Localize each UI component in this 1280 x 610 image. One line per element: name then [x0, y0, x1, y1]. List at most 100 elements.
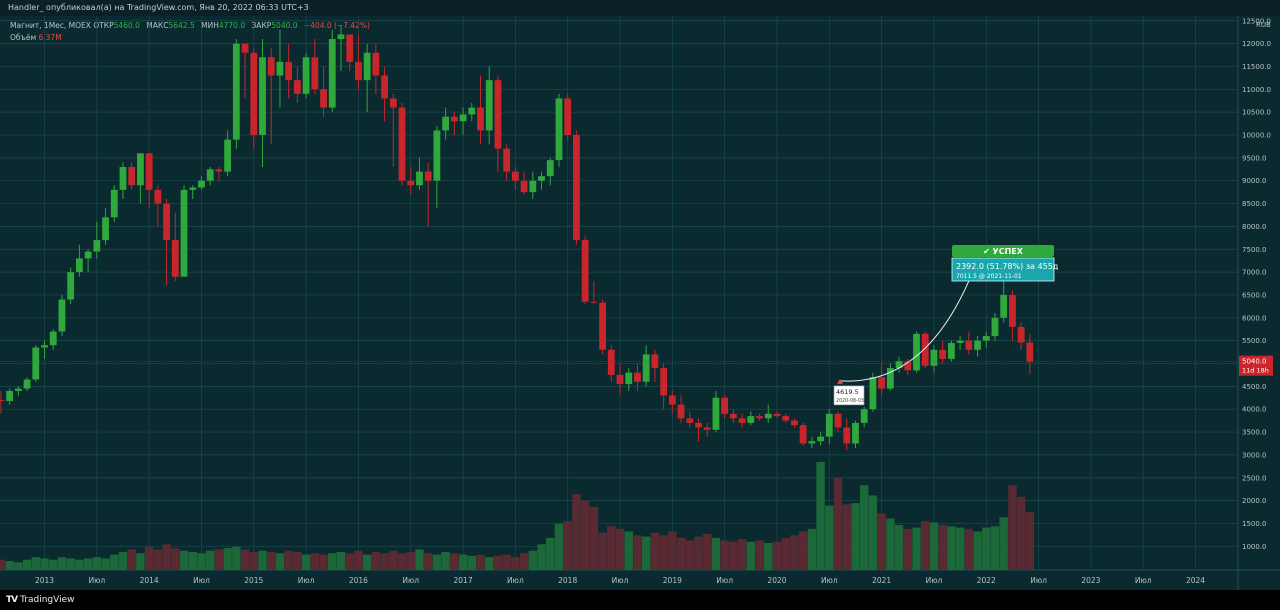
volume-bar [493, 555, 503, 570]
candle [939, 340, 947, 364]
candle-body [703, 427, 711, 430]
candle-body [494, 80, 502, 149]
candle [67, 267, 75, 305]
volume-bar [389, 550, 398, 570]
candle-body [686, 418, 694, 423]
volume-bar [668, 531, 677, 570]
candle [320, 66, 327, 117]
volume-bar [999, 517, 1008, 570]
candle-body [416, 171, 423, 186]
x-tick-label: 2022 [977, 576, 996, 585]
volume-bar [258, 550, 267, 570]
candle [607, 345, 615, 382]
x-tick-label: Июл [612, 576, 629, 585]
price-chart[interactable]: 4619.5 2020-08-03 ✔ УСПЕХ 2392.0 (51.78%) з… [0, 16, 1280, 590]
result-text: 2392.0 (51.78%) за 455д [956, 262, 1059, 271]
candle-body [947, 342, 955, 359]
volume-bar [554, 523, 564, 570]
candle [346, 34, 354, 72]
volume-bar [171, 548, 180, 570]
candle [843, 418, 851, 451]
last-price-countdown: 11d 18h [1242, 367, 1269, 375]
candle [947, 340, 955, 362]
y-tick-label: 8000.0 [1242, 223, 1267, 231]
candle-body [738, 418, 746, 423]
candle [128, 162, 136, 190]
volume-bar [781, 537, 790, 570]
candle-body [974, 340, 981, 350]
symbol-name[interactable]: Магнит, 1Мес, MOEX [10, 21, 91, 30]
volume-bar [903, 528, 912, 570]
candle [302, 52, 310, 99]
volume-bar [232, 546, 241, 570]
volume-bar [1008, 485, 1017, 570]
candle-body [956, 340, 964, 343]
y-tick-label: 10500.0 [1242, 109, 1271, 117]
candle [573, 130, 580, 245]
x-tick-label: Июл [193, 576, 210, 585]
candle-body [677, 404, 685, 419]
candle [32, 345, 40, 382]
candle [355, 34, 362, 90]
volume-bar [650, 532, 660, 570]
candle [416, 157, 423, 190]
candle-body [93, 240, 101, 252]
candle [599, 299, 606, 355]
candle-body [224, 139, 232, 172]
candle-body [817, 436, 824, 442]
candle [206, 166, 214, 186]
candle [189, 185, 197, 199]
candle-body [747, 416, 755, 423]
candle [276, 29, 284, 108]
x-tick-label: Июл [926, 576, 943, 585]
y-tick-label: 2500.0 [1242, 474, 1267, 482]
candle-body [791, 420, 798, 426]
price-axis: RUB 1000.0 1500.0 2000.0 2500.0 3000.0 3500.0… [1242, 17, 1271, 551]
footer-bar: TV TradingView [0, 590, 1280, 610]
volume-bar [458, 554, 468, 570]
candle [154, 185, 162, 227]
candle [23, 377, 31, 391]
y-tick-label: 6500.0 [1242, 291, 1267, 299]
volume-label[interactable]: Объём [10, 33, 37, 42]
x-tick-label: 2021 [872, 576, 891, 585]
candle-body [67, 272, 75, 300]
candle [738, 413, 746, 428]
candle [529, 171, 537, 199]
candle-body [58, 299, 66, 332]
chart-grid [0, 16, 1280, 590]
volume-bar [641, 536, 651, 570]
y-tick-label: 3000.0 [1242, 451, 1267, 459]
volume-bar [127, 549, 136, 570]
candle-body [346, 34, 354, 62]
candle-body [302, 57, 310, 94]
tradingview-logo[interactable]: TV TradingView [6, 595, 75, 605]
volume-bar [162, 544, 171, 570]
x-tick-label: 2016 [349, 576, 368, 585]
volume-bar [293, 552, 302, 570]
candle [468, 103, 476, 122]
header-bar: Handler_ опубликовал(а) на TradingView.c… [0, 0, 1280, 16]
candle-body [538, 176, 545, 181]
candle-body [1000, 294, 1008, 318]
y-tick-label: 12000.0 [1242, 40, 1271, 48]
candle-body [189, 187, 197, 190]
volume-bar [519, 553, 529, 570]
volume-bar [947, 526, 956, 570]
candle [328, 29, 336, 113]
volume-bar [537, 544, 546, 570]
volume-bar [153, 549, 163, 570]
volume-bar [982, 527, 991, 570]
candle [852, 420, 859, 449]
x-tick-label: Июл [88, 576, 105, 585]
volume-bar [5, 561, 14, 570]
candle-body [799, 425, 807, 444]
candle-body [860, 409, 868, 423]
volume-bar [720, 540, 729, 570]
volume-bar [990, 526, 1000, 570]
x-tick-label: 2014 [140, 576, 159, 585]
candle [110, 185, 118, 222]
volume-bar [423, 553, 433, 570]
candle-body [171, 240, 179, 277]
volume-bars [0, 462, 1035, 570]
